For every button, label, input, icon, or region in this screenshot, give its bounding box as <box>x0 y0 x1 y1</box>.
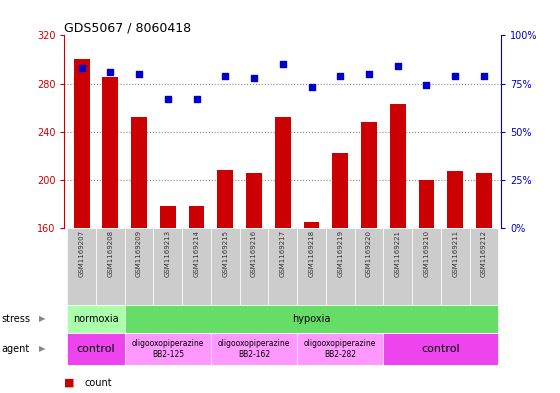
Point <box>221 73 230 79</box>
Point <box>192 96 201 102</box>
Bar <box>297 333 384 365</box>
Bar <box>297 228 326 305</box>
Bar <box>384 228 412 305</box>
Bar <box>390 104 405 228</box>
Point <box>336 73 345 79</box>
Text: GSM1169207: GSM1169207 <box>78 230 85 277</box>
Bar <box>240 228 268 305</box>
Bar <box>470 228 498 305</box>
Bar <box>125 228 153 305</box>
Point <box>278 61 287 67</box>
Text: GSM1169210: GSM1169210 <box>423 230 430 277</box>
Text: stress: stress <box>1 314 30 324</box>
Point <box>393 63 402 69</box>
Bar <box>268 228 297 305</box>
Bar <box>67 333 125 365</box>
Bar <box>74 59 90 228</box>
Bar <box>412 228 441 305</box>
Bar <box>211 333 297 365</box>
Text: GSM1169218: GSM1169218 <box>309 230 315 277</box>
Point <box>250 75 259 81</box>
Bar <box>447 171 463 228</box>
Text: GSM1169211: GSM1169211 <box>452 230 458 277</box>
Text: oligooxopiperazine
BB2-162: oligooxopiperazine BB2-162 <box>218 339 290 359</box>
Text: GSM1169217: GSM1169217 <box>280 230 286 277</box>
Bar <box>275 117 291 228</box>
Bar <box>384 333 498 365</box>
Bar <box>361 122 377 228</box>
Text: GSM1169219: GSM1169219 <box>337 230 343 277</box>
Bar <box>211 228 240 305</box>
Bar <box>131 117 147 228</box>
Text: GSM1169209: GSM1169209 <box>136 230 142 277</box>
Bar <box>125 305 498 333</box>
Bar <box>182 228 211 305</box>
Text: agent: agent <box>1 344 29 354</box>
Text: GSM1169221: GSM1169221 <box>395 230 401 277</box>
Text: GSM1169220: GSM1169220 <box>366 230 372 277</box>
Bar <box>246 173 262 228</box>
Point <box>307 84 316 90</box>
Bar <box>102 77 118 228</box>
Text: oligooxopiperazine
BB2-125: oligooxopiperazine BB2-125 <box>132 339 204 359</box>
Bar <box>418 180 435 228</box>
Text: ▶: ▶ <box>39 314 45 323</box>
Bar <box>354 228 384 305</box>
Text: ■: ■ <box>64 378 75 388</box>
Bar <box>67 305 125 333</box>
Text: normoxia: normoxia <box>73 314 119 324</box>
Bar <box>476 173 492 228</box>
Text: control: control <box>77 344 115 354</box>
Point <box>106 69 115 75</box>
Text: ▶: ▶ <box>39 345 45 353</box>
Text: GSM1169216: GSM1169216 <box>251 230 257 277</box>
Point <box>77 65 86 71</box>
Text: GSM1169208: GSM1169208 <box>108 230 113 277</box>
Bar <box>160 206 176 228</box>
Bar <box>304 222 319 228</box>
Bar <box>189 206 204 228</box>
Point <box>479 73 488 79</box>
Text: GDS5067 / 8060418: GDS5067 / 8060418 <box>64 21 192 34</box>
Bar <box>326 228 354 305</box>
Text: control: control <box>422 344 460 354</box>
Bar <box>67 228 96 305</box>
Text: count: count <box>84 378 111 388</box>
Bar <box>96 228 125 305</box>
Text: GSM1169215: GSM1169215 <box>222 230 228 277</box>
Text: GSM1169213: GSM1169213 <box>165 230 171 277</box>
Bar <box>333 153 348 228</box>
Point <box>422 82 431 88</box>
Point <box>365 71 374 77</box>
Bar <box>125 333 211 365</box>
Point <box>134 71 143 77</box>
Bar <box>153 228 182 305</box>
Text: GSM1169214: GSM1169214 <box>194 230 199 277</box>
Text: oligooxopiperazine
BB2-282: oligooxopiperazine BB2-282 <box>304 339 376 359</box>
Bar <box>217 170 233 228</box>
Bar <box>441 228 470 305</box>
Point <box>451 73 460 79</box>
Text: hypoxia: hypoxia <box>292 314 331 324</box>
Text: GSM1169212: GSM1169212 <box>481 230 487 277</box>
Point <box>164 96 172 102</box>
